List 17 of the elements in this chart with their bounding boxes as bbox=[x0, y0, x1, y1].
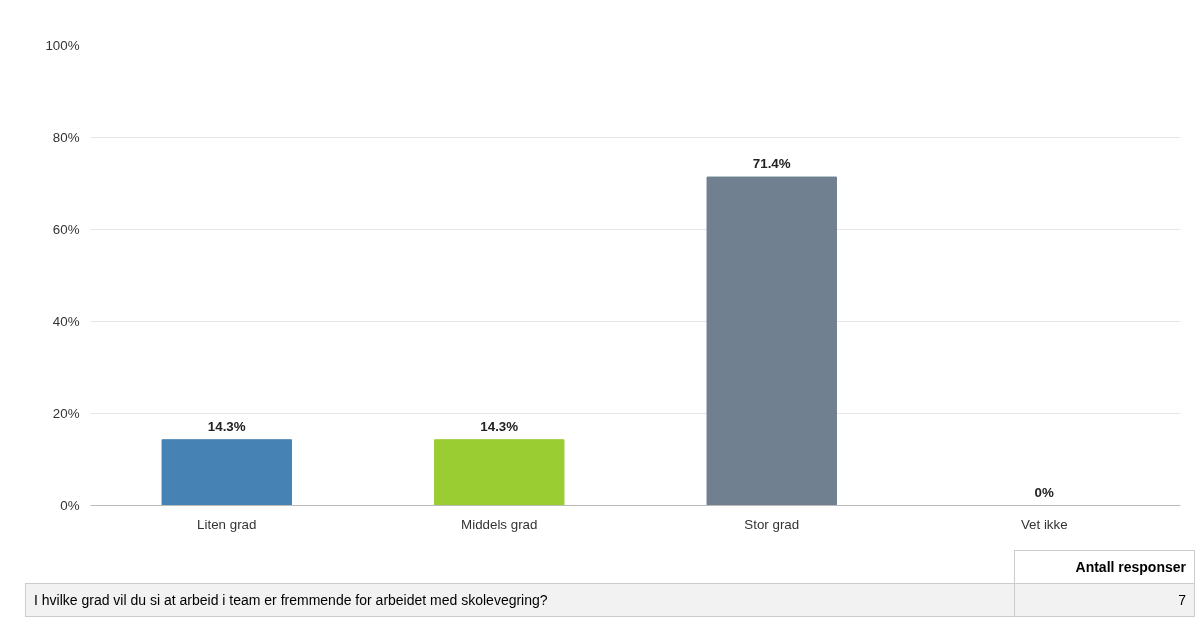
data-label: 0% bbox=[1034, 484, 1055, 500]
x-tick-label: Stor grad bbox=[744, 516, 800, 532]
x-tick-label: Vet ikke bbox=[1020, 516, 1068, 532]
data-label: 14.3% bbox=[207, 418, 246, 434]
y-tick-label: 40% bbox=[52, 314, 80, 329]
text: Antall responser bbox=[1014, 550, 1195, 584]
y-tick-label: 100% bbox=[45, 38, 80, 53]
x-tick-label: Liten grad bbox=[197, 516, 257, 532]
y-tick-label: 20% bbox=[52, 406, 80, 421]
y-tick-label: 80% bbox=[52, 130, 80, 145]
y-tick-label: 60% bbox=[52, 222, 80, 237]
x-tick-label: Middels grad bbox=[461, 516, 538, 532]
data-label: 71.4% bbox=[752, 156, 791, 172]
data-label: 14.3% bbox=[480, 418, 519, 434]
text: I hvilke grad vil du si at arbeid i team er fremmende for arbeidet med skolevegring? bbox=[25, 583, 1015, 617]
y-tick-label: 0% bbox=[60, 498, 80, 513]
text: 7 bbox=[1014, 583, 1195, 617]
